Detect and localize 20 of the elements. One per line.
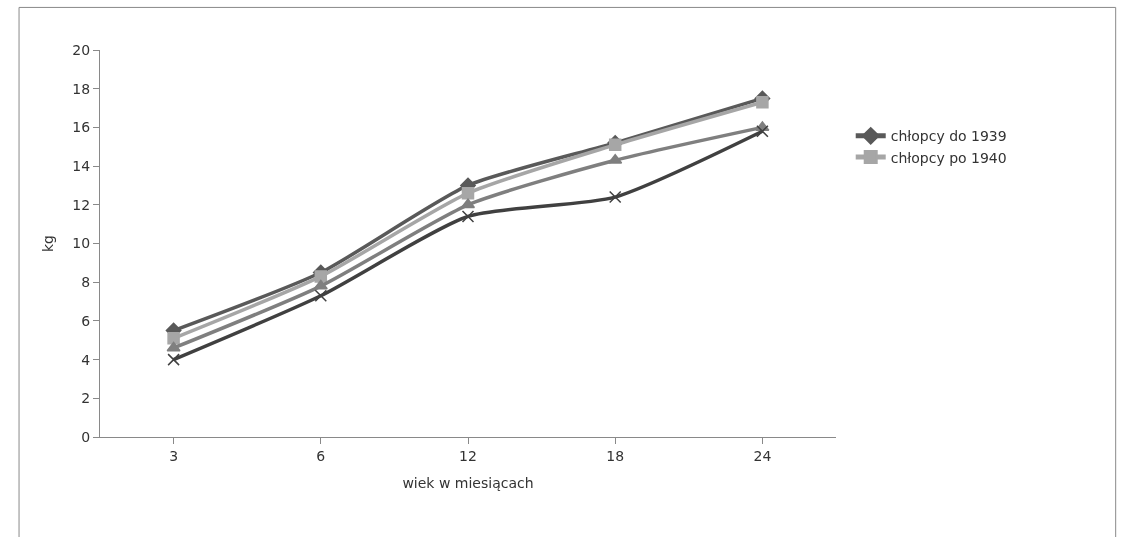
y-tick-label: 18 xyxy=(72,80,91,97)
x-tick-label: 12 xyxy=(459,447,477,464)
y-axis-title: kg xyxy=(39,235,56,252)
y-tick-label: 14 xyxy=(72,158,91,174)
y-tick-label: 12 xyxy=(72,196,91,213)
y-tick-label: 10 xyxy=(72,235,91,252)
y-tick-label: 2 xyxy=(81,390,91,407)
legend-label: chłopcy po 1940 xyxy=(890,149,1007,166)
y-tick-label: 4 xyxy=(81,351,91,368)
x-tick-label: 6 xyxy=(316,447,326,464)
y-tick-label: 0 xyxy=(81,428,91,445)
y-tick-label: 20 xyxy=(72,41,91,58)
y-tick-label: 6 xyxy=(81,312,91,329)
legend-label: chłopcy do 1939 xyxy=(890,128,1007,145)
x-tick-label: 3 xyxy=(169,447,179,464)
y-tick-label: 8 xyxy=(81,274,91,291)
x-axis-title: wiek w miesiącach xyxy=(402,475,534,492)
y-tick-label: 16 xyxy=(72,119,91,136)
x-tick-label: 24 xyxy=(753,447,772,464)
x-tick-label: 18 xyxy=(606,447,625,464)
